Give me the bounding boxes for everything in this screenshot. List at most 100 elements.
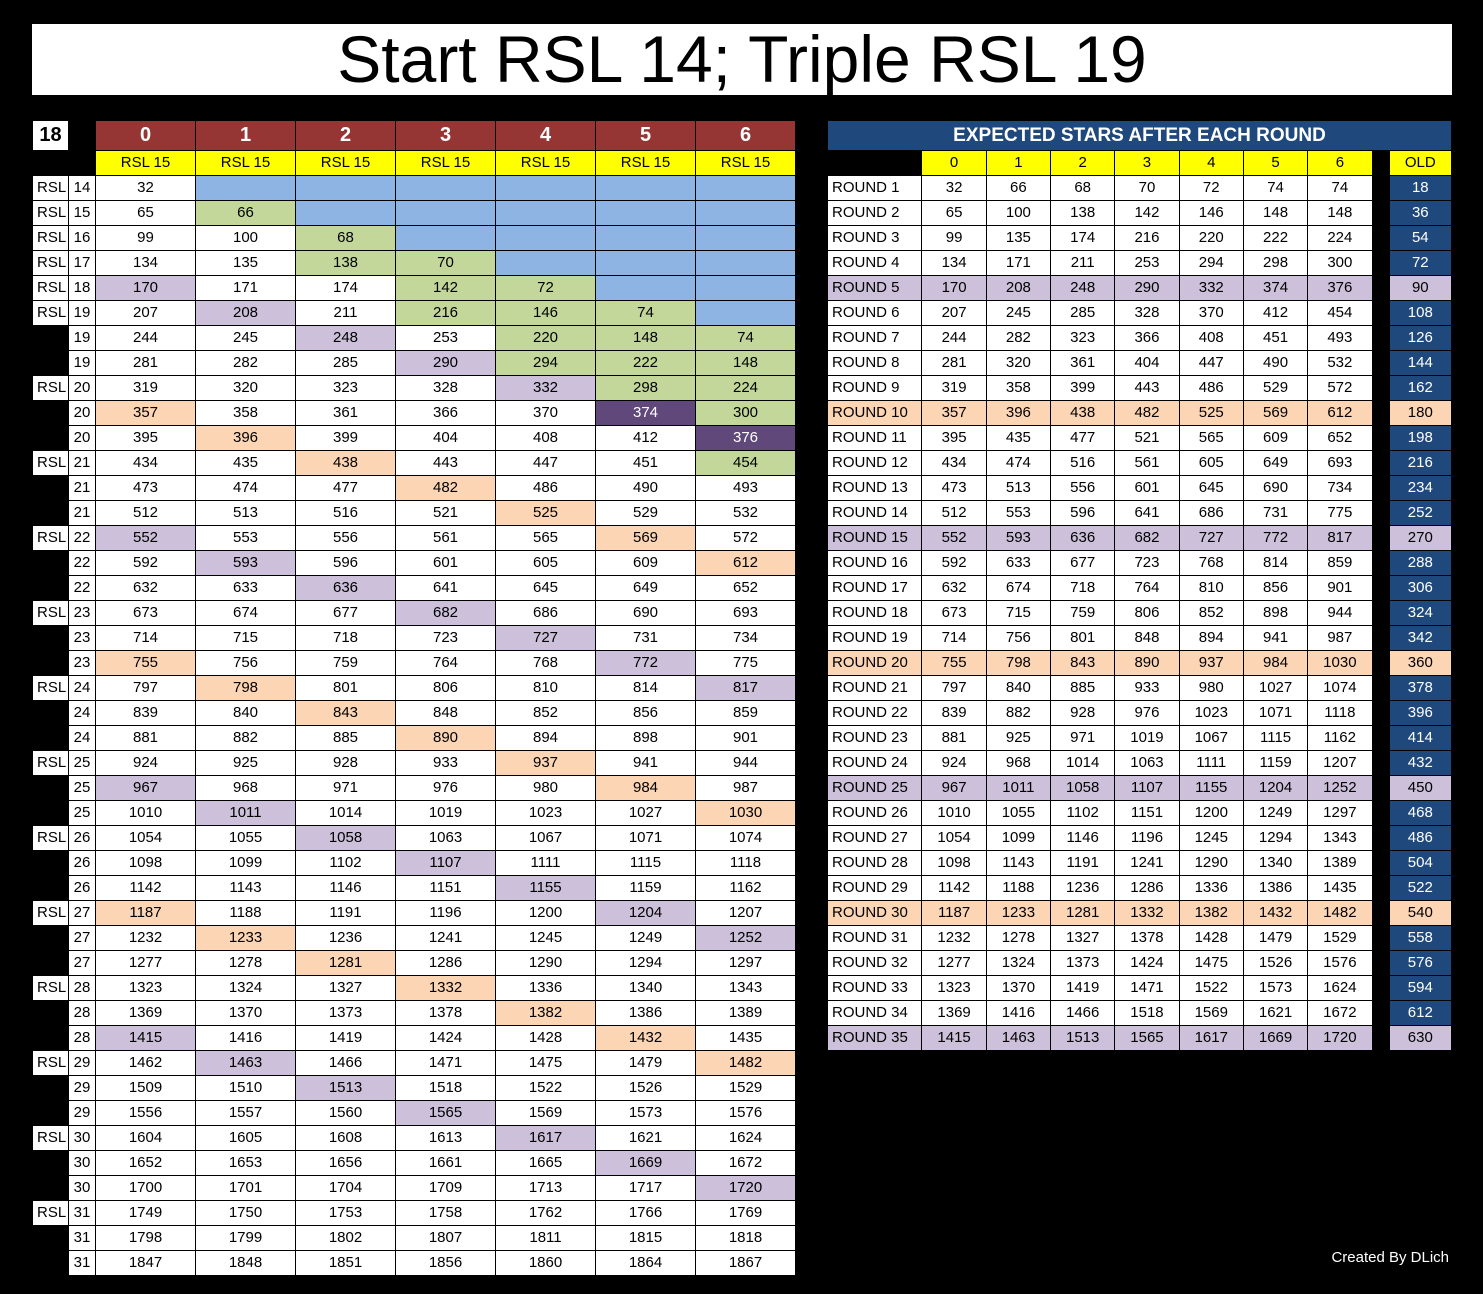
expected-cell: 1513: [1050, 1025, 1116, 1051]
expected-cell: 1290: [1178, 850, 1244, 876]
expected-cell: 1151: [1114, 800, 1180, 826]
expected-cell: 1576: [1307, 950, 1373, 976]
star-cell: 1661: [395, 1150, 496, 1176]
column-sublabel: RSL 15: [695, 150, 796, 176]
star-cell: 1529: [695, 1075, 796, 1101]
expected-cell: 148: [1307, 200, 1373, 226]
expected-cell: 1155: [1178, 775, 1244, 801]
expected-cell: 1204: [1242, 775, 1309, 801]
star-cell: 99: [95, 225, 196, 251]
old-spacer: [1371, 850, 1390, 876]
expected-cell: 632: [921, 575, 987, 601]
star-cell: 881: [95, 725, 196, 751]
sublabel-row: RSL 15 RSL 15 RSL 15 RSL 15 RSL 15 RSL 1…: [32, 150, 796, 176]
rsl-label: RSL: [32, 225, 69, 251]
old-spacer: [1371, 175, 1390, 201]
expected-cell: 211: [1050, 250, 1116, 276]
round-label: ROUND 6: [826, 300, 923, 326]
expected-cell: 843: [1050, 650, 1116, 676]
old-cell: 360: [1388, 650, 1453, 676]
expected-cell: 438: [1050, 400, 1116, 426]
old-spacer: [1371, 425, 1390, 451]
round-row: ROUND 11 395 435 477 521 565 609 652 198: [826, 425, 1453, 451]
expected-cell: 1188: [985, 875, 1052, 901]
rsl-label: RSL: [32, 275, 69, 301]
expected-cell: 565: [1178, 425, 1244, 451]
star-cell: 933: [395, 750, 496, 776]
table-row: 25 967 968 971 976 980 984 987: [32, 775, 796, 801]
star-cell: 1432: [595, 1025, 696, 1051]
star-cell: [395, 175, 496, 201]
column-header: 5: [595, 120, 696, 151]
expected-cell: 1159: [1242, 750, 1309, 776]
star-cell: 596: [295, 550, 396, 576]
level-cell: 29: [68, 1075, 96, 1101]
table-row: 24 839 840 843 848 852 856 859: [32, 700, 796, 726]
old-cell: 306: [1388, 575, 1453, 601]
rsl-spacer: [32, 850, 69, 876]
expected-cell: 759: [1050, 600, 1116, 626]
table-row: RSL 19 207 208 211 216 146 74: [32, 300, 796, 326]
rsl-label: RSL: [32, 825, 69, 851]
star-cell: 1323: [95, 975, 196, 1001]
rsl-spacer: [32, 625, 69, 651]
round-row: ROUND 1 32 66 68 70 72 74 74 18: [826, 175, 1453, 201]
star-cell: 924: [95, 750, 196, 776]
round-row: ROUND 19 714 756 801 848 894 941 987 342: [826, 625, 1453, 651]
star-cell: 636: [295, 575, 396, 601]
expected-cell: 971: [1050, 725, 1116, 751]
table-row: RSL 15 65 66: [32, 200, 796, 226]
star-cell: 207: [95, 300, 196, 326]
star-cell: 32: [95, 175, 196, 201]
round-row: ROUND 28 1098 1143 1191 1241 1290 1340 1389 504: [826, 850, 1453, 876]
star-cell: 1556: [95, 1100, 196, 1126]
expected-cell: 810: [1178, 575, 1244, 601]
expected-cell: 1030: [1307, 650, 1373, 676]
star-cell: 525: [495, 500, 596, 526]
star-cell: 1672: [695, 1150, 796, 1176]
expected-cell: 933: [1114, 675, 1180, 701]
star-cell: 1482: [695, 1050, 796, 1076]
star-cell: 222: [595, 350, 696, 376]
expected-column-header: 6: [1307, 150, 1373, 176]
level-cell: 15: [68, 200, 96, 226]
star-cell: 677: [295, 600, 396, 626]
star-cell: 512: [95, 500, 196, 526]
star-cell: 1419: [295, 1025, 396, 1051]
expected-cell: 727: [1178, 525, 1244, 551]
star-cell: 74: [695, 325, 796, 351]
star-cell: 1848: [195, 1250, 296, 1276]
expected-cell: 925: [985, 725, 1052, 751]
expected-cell: 1118: [1307, 700, 1373, 726]
star-cell: 438: [295, 450, 396, 476]
star-cell: 300: [695, 400, 796, 426]
star-cell: 486: [495, 475, 596, 501]
table-row: 20 357 358 361 366 370 374 300: [32, 400, 796, 426]
expected-cell: 552: [921, 525, 987, 551]
round-label: ROUND 34: [826, 1000, 923, 1026]
expected-cell: 768: [1178, 550, 1244, 576]
expected-cell: 649: [1242, 450, 1309, 476]
rsl-spacer: [32, 875, 69, 901]
old-column-header: OLD: [1388, 150, 1453, 176]
round-label: ROUND 15: [826, 525, 923, 551]
expected-cell: 282: [985, 325, 1052, 351]
expected-cell: 525: [1178, 400, 1244, 426]
round-row: ROUND 12 434 474 516 561 605 649 693 216: [826, 450, 1453, 476]
rsl-label: RSL: [32, 1125, 69, 1151]
rsl-spacer: [32, 475, 69, 501]
star-cell: 220: [495, 325, 596, 351]
star-cell: 74: [595, 300, 696, 326]
expected-cell: 772: [1242, 525, 1309, 551]
table-row: 31 1798 1799 1802 1807 1811 1815 1818: [32, 1225, 796, 1251]
star-cell: 1605: [195, 1125, 296, 1151]
expected-cell: 798: [985, 650, 1052, 676]
expected-cell: 395: [921, 425, 987, 451]
expected-cell: 1207: [1307, 750, 1373, 776]
star-cell: 1340: [595, 975, 696, 1001]
column-header-row: 18 0 1 2 3 4 5 6: [32, 120, 796, 151]
table-row: 20 395 396 399 404 408 412 376: [32, 425, 796, 451]
star-cell: 1332: [395, 975, 496, 1001]
star-cell: 358: [195, 400, 296, 426]
old-cell: 288: [1388, 550, 1453, 576]
